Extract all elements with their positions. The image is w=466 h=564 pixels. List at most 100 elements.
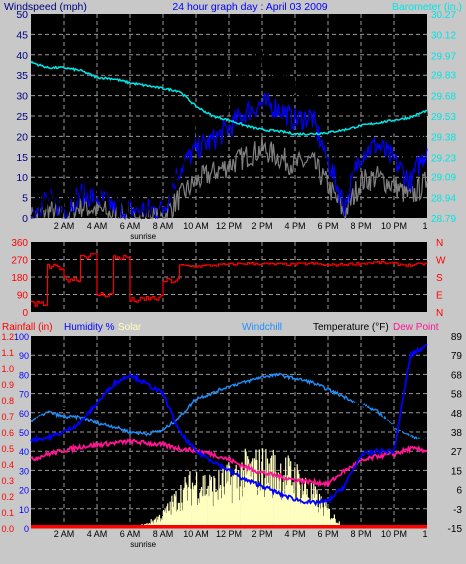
x-tick-label: 6 AM [120, 221, 141, 231]
x-tick-label: 8 PM [350, 529, 371, 539]
direction-tick: 270 [11, 256, 28, 267]
wind-y-tick: 25 [16, 111, 28, 123]
legend-solar: Solar [118, 322, 142, 333]
humidity-tick: 50 [19, 428, 29, 438]
temp-tick: 89 [451, 332, 463, 343]
barometer-tick: 29.68 [431, 91, 456, 102]
barometer-tick: 29.83 [431, 71, 456, 82]
wind-y-tick: 15 [16, 152, 28, 164]
x-tick-label: 8 AM [153, 529, 174, 539]
barometer-tick: 28.79 [431, 214, 456, 225]
graph-title: 24 hour graph day : April 03 2009 [172, 1, 327, 13]
wind-y-tick: 35 [16, 70, 28, 82]
x-tick-label: 6 PM [317, 529, 338, 539]
rain-tick: 0.5 [1, 444, 14, 454]
x-tick-label: 6 AM [120, 529, 141, 539]
x-tick-label: 8 AM [153, 221, 174, 231]
x-tick-label: 10 PM [381, 221, 407, 231]
x-tick-label: 4 AM [87, 221, 108, 231]
barometer-tick: 29.38 [431, 133, 456, 144]
compass-label: W [436, 256, 446, 267]
x-tick-label: 6 PM [317, 221, 338, 231]
humidity-tick: 60 [19, 409, 29, 419]
humidity-tick: 100 [14, 332, 29, 342]
legend-dewpoint: Dew Point [393, 322, 439, 333]
direction-tick: 180 [11, 273, 28, 284]
rain-tick: 0.6 [1, 428, 14, 438]
direction-tick: 90 [17, 291, 29, 302]
barometer-tick: 29.53 [431, 112, 456, 123]
barometer-tick: 28.94 [431, 193, 456, 204]
barometer-tick: 29.09 [431, 173, 456, 184]
barometer-tick: 29.23 [431, 153, 456, 164]
barometer-tick: 30.12 [431, 31, 456, 42]
wind-y-tick: 50 [16, 9, 28, 21]
wind-y-tick: 40 [16, 50, 28, 62]
x-tick-label: 10 AM [183, 221, 209, 231]
temp-tick: -15 [448, 524, 463, 535]
barometer-tick-labels: 28.79 28.94 29.09 29.23 29.38 29.53 29.68 29.83… [431, 10, 456, 225]
humidity-tick: 30 [19, 466, 29, 476]
rain-tick: 0.3 [1, 476, 14, 486]
rain-tick: 0.4 [1, 460, 14, 470]
compass-label: S [436, 273, 443, 284]
sunrise-label: sunrise [130, 232, 156, 241]
temp-tick: 6 [456, 486, 462, 497]
legend-temperature: Temperature (°F) [313, 322, 389, 333]
compass-label: N [436, 238, 443, 249]
compass-label: E [436, 291, 443, 302]
x-tick-label: 10 PM [381, 529, 407, 539]
humidity-tick: 70 [19, 390, 29, 400]
rain-tick: 0.8 [1, 396, 14, 406]
temp-tick: -3 [453, 505, 462, 516]
humidity-tick: 0 [24, 524, 29, 534]
rain-tick: 0.2 [1, 492, 14, 502]
x-tick-label: 2 AM [54, 529, 75, 539]
rain-tick: 1.1 [1, 348, 14, 358]
rain-tick: 0.1 [1, 508, 14, 518]
rain-tick: 1.2 [1, 332, 14, 342]
x-tick-label: 1 [422, 221, 427, 231]
wind-y-tick: 5 [22, 193, 28, 205]
direction-tick-labels: 0 90 180 270 360 [11, 238, 28, 319]
wind-y-tick: 30 [16, 91, 28, 103]
direction-tick: 0 [22, 308, 28, 319]
x-tick-label: 12 PM [216, 529, 242, 539]
temp-tick: 27 [451, 447, 463, 458]
x-tick-label: 2 AM [54, 221, 75, 231]
temp-tick: 79 [451, 351, 463, 362]
wind-y-tick: 20 [16, 131, 28, 143]
barometer-tick: 29.97 [431, 51, 456, 62]
wind-y-tick-labels: 0 5 10 15 20 25 30 35 40 45 50 [16, 9, 28, 225]
compass-label: N [436, 308, 443, 319]
wind-y-tick: 0 [22, 213, 28, 225]
temp-tick: 68 [451, 370, 463, 381]
temp-tick: 38 [451, 428, 463, 439]
humidity-tick: 80 [19, 370, 29, 380]
temp-tick: 48 [451, 409, 463, 420]
x-tick-label: 12 PM [216, 221, 242, 231]
x-tick-label: 4 PM [284, 221, 305, 231]
x-tick-label: 4 PM [284, 529, 305, 539]
rain-tick: 0.9 [1, 380, 14, 390]
wind-y-tick: 45 [16, 29, 28, 41]
legend-humidity: Humidity % [64, 322, 115, 333]
humidity-tick: 90 [19, 351, 29, 361]
sunrise-label: sunrise [130, 540, 156, 549]
temp-tick: 58 [451, 390, 463, 401]
x-tick-label: 1 [422, 529, 427, 539]
temp-tick: 15 [451, 466, 463, 477]
humidity-tick: 10 [19, 505, 29, 515]
x-tick-label: 10 AM [183, 529, 209, 539]
direction-tick: 360 [11, 238, 28, 249]
wind-y-tick: 10 [16, 172, 28, 184]
barometer-tick: 30.27 [431, 10, 456, 21]
x-tick-label: 4 AM [87, 529, 108, 539]
x-tick-label: 2 PM [251, 221, 272, 231]
legend-windchill: Windchill [242, 322, 282, 333]
